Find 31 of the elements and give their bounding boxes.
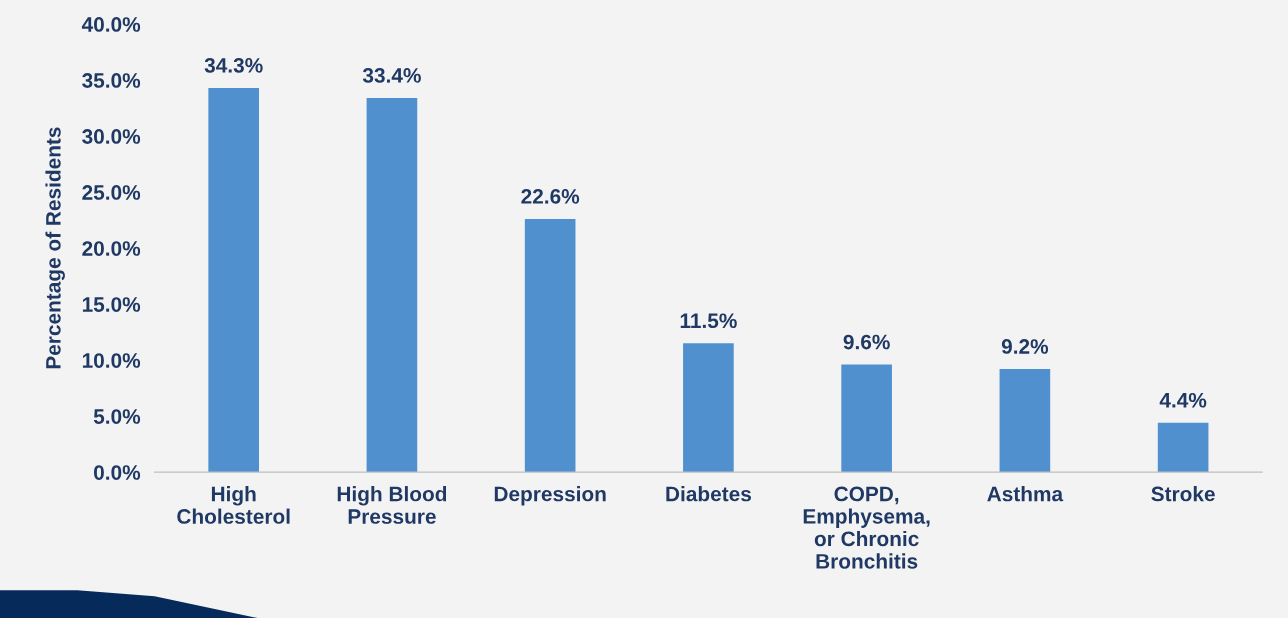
bar: [999, 369, 1051, 473]
data-label: 33.4%: [362, 68, 421, 83]
y-tick-label: 35.0%: [82, 73, 141, 88]
x-tick-label: High Cholesterol: [177, 486, 290, 524]
y-tick-label: 30.0%: [82, 129, 141, 144]
data-label: 9.6%: [843, 334, 890, 350]
x-tick-label: COPD, Emphysema, or Chronic Bronchitis: [803, 486, 930, 569]
y-tick-label: 20.0%: [82, 241, 141, 256]
bar: [208, 87, 259, 473]
data-label: 11.5%: [680, 313, 737, 329]
data-label: 34.3%: [204, 57, 263, 73]
bar: [1157, 422, 1209, 473]
bar: [524, 219, 576, 473]
y-tick-label: 5.0%: [93, 409, 141, 424]
data-label: 4.4%: [1159, 392, 1207, 408]
x-tick-label: Asthma: [987, 486, 1064, 502]
x-tick-label: Depression: [494, 486, 606, 506]
bar: [366, 98, 418, 473]
y-tick-label: 15.0%: [82, 297, 141, 312]
y-tick-label: 0.0%: [94, 465, 141, 480]
y-tick-label: 40.0%: [81, 17, 141, 32]
bar: [841, 364, 892, 473]
x-tick-label: Diabetes: [666, 486, 751, 502]
bar: [683, 343, 734, 473]
y-axis-title: Percentage of Residents: [45, 127, 65, 369]
x-tick-label: Stroke: [1151, 486, 1215, 502]
y-tick-label: 25.0%: [82, 185, 141, 200]
data-label: 22.6%: [521, 189, 580, 204]
data-label: 9.2%: [1001, 339, 1049, 354]
y-tick-label: 10.0%: [82, 353, 141, 368]
x-tick-label: High Blood Pressure: [337, 486, 447, 524]
